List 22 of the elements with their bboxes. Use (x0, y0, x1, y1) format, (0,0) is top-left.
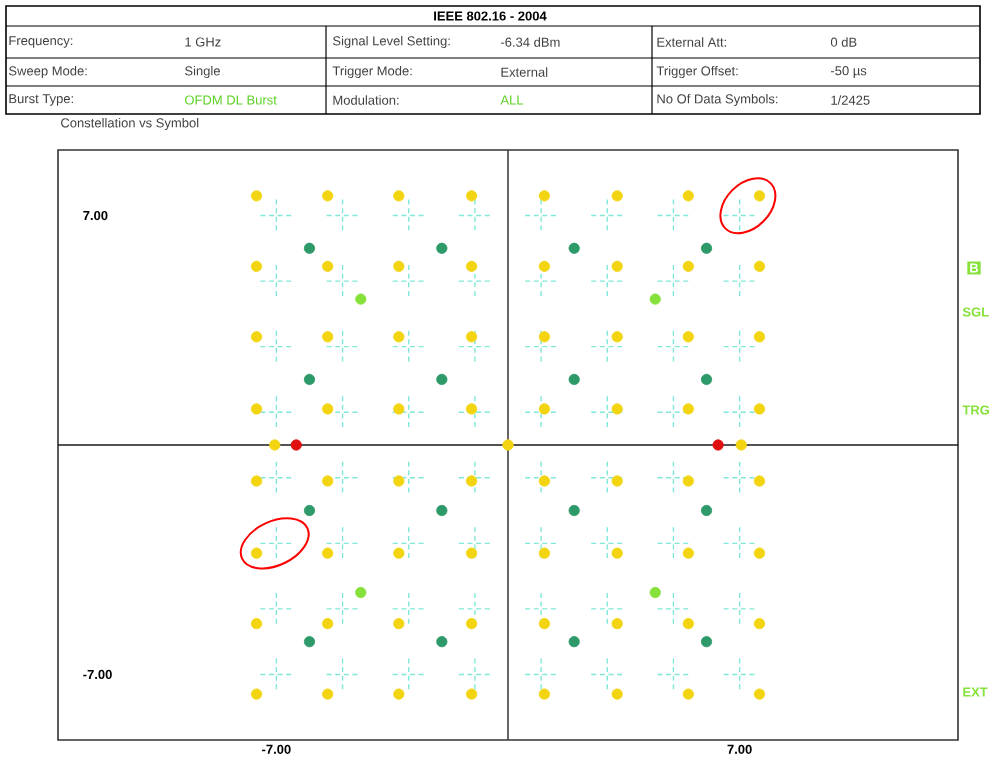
point (436, 373, 448, 386)
point (700, 373, 713, 386)
point (700, 242, 713, 254)
point (355, 293, 367, 305)
point (568, 636, 580, 648)
point (303, 636, 316, 648)
point (303, 373, 316, 386)
point (303, 504, 316, 517)
point (436, 504, 448, 517)
point (568, 504, 580, 517)
point (290, 439, 302, 451)
point (303, 242, 316, 254)
point (436, 636, 448, 648)
point (700, 504, 713, 517)
point (355, 586, 367, 599)
point (700, 636, 713, 648)
point (712, 439, 724, 451)
point (649, 586, 661, 599)
point (568, 242, 580, 254)
point (436, 242, 448, 254)
point (649, 293, 661, 305)
point (568, 373, 580, 386)
